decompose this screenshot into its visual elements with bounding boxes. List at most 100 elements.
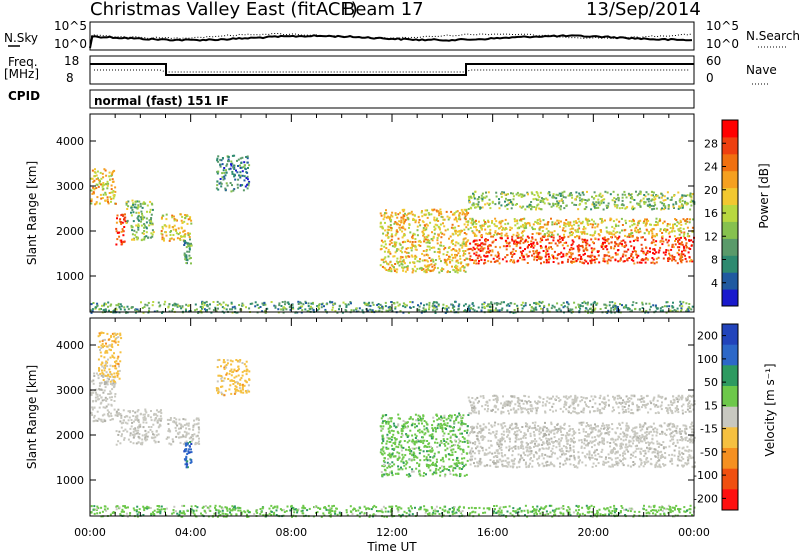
power-cell — [640, 243, 643, 246]
power-cell — [364, 303, 367, 306]
velocity-cell — [189, 441, 192, 443]
velocity-cell — [144, 417, 147, 420]
velocity-cell — [423, 459, 426, 462]
velocity-cell — [116, 370, 119, 373]
velocity-cell — [238, 387, 241, 390]
velocity-cell — [184, 436, 187, 439]
power-cell — [452, 306, 455, 309]
power-cell — [121, 221, 124, 224]
power-cell — [578, 235, 581, 238]
power-cell — [387, 255, 390, 258]
power-cell — [593, 309, 596, 312]
power-cell — [678, 246, 681, 249]
velocity-cell — [382, 420, 385, 423]
power-cell — [462, 254, 465, 257]
velocity-cell — [454, 433, 457, 436]
velocity-cell — [427, 465, 430, 467]
power-cell — [425, 259, 428, 262]
power-cell — [478, 230, 481, 232]
power-cell — [631, 232, 634, 234]
velocity-cell — [248, 390, 251, 393]
power-cell — [666, 223, 669, 225]
power-cell — [642, 197, 645, 200]
power-cell — [425, 303, 428, 306]
velocity-cell — [243, 369, 246, 372]
power-cell — [421, 267, 424, 270]
velocity-cell — [174, 426, 177, 429]
power-cell — [611, 233, 614, 236]
velocity-cell — [679, 428, 681, 430]
power-cell — [554, 242, 557, 245]
power-cell — [143, 230, 146, 232]
velocity-cell — [101, 371, 104, 374]
power-cell — [667, 207, 670, 210]
power-cell — [625, 306, 628, 309]
power-cell — [635, 253, 638, 256]
velocity-cell — [411, 438, 414, 441]
power-cell — [216, 184, 219, 187]
power-cell — [681, 305, 684, 308]
power-cell — [424, 214, 427, 217]
velocity-cell — [233, 376, 236, 379]
power-cell — [457, 225, 460, 227]
power-cell — [621, 196, 624, 199]
power-cell — [390, 229, 393, 232]
power-cell — [488, 303, 491, 306]
velocity-cell — [386, 440, 389, 443]
power-cell — [622, 239, 625, 242]
power-cell — [224, 174, 227, 177]
velocity-cell — [463, 464, 466, 467]
power-cell — [423, 229, 426, 232]
power-cell — [482, 243, 485, 246]
power-cell — [409, 261, 411, 264]
power-cell — [670, 198, 673, 201]
velocity-cell — [155, 429, 158, 432]
power-cell — [684, 238, 687, 241]
power-cell — [621, 243, 623, 246]
power-cell — [645, 222, 648, 225]
nsky-trace — [89, 34, 693, 49]
power-cell — [480, 226, 483, 229]
velocity-cell — [416, 462, 419, 465]
power-cell — [663, 203, 666, 205]
power-cell — [501, 258, 504, 261]
power-cell — [497, 302, 500, 305]
power-cell — [236, 186, 239, 189]
velocity-cell — [435, 458, 438, 461]
velocity-cell — [91, 414, 94, 416]
velocity-cell — [434, 430, 437, 433]
power-cell — [411, 246, 413, 249]
power-cell — [454, 266, 456, 268]
power-cell — [561, 191, 564, 194]
power-cell — [546, 309, 549, 312]
velocity-cell — [190, 440, 193, 443]
power-cell — [388, 226, 391, 229]
power-cell — [676, 262, 679, 265]
power-cell — [638, 192, 641, 195]
power-cell — [598, 204, 601, 207]
power-cell — [631, 250, 634, 253]
power-cell — [135, 310, 138, 313]
power-cell — [390, 233, 393, 236]
power-cell — [469, 195, 472, 198]
power-cell — [230, 164, 233, 167]
power-cell — [552, 194, 555, 197]
power-cell — [477, 306, 480, 309]
velocity-cell — [100, 396, 103, 399]
power-cell — [523, 194, 526, 197]
power-cell — [185, 255, 188, 258]
power-cell — [416, 267, 419, 270]
velocity-cell — [414, 413, 417, 416]
power-cell — [445, 305, 448, 307]
power-cell — [109, 196, 112, 199]
power-cell — [545, 248, 548, 251]
velocity-cell — [117, 440, 120, 443]
power-cell — [422, 268, 425, 271]
power-cell — [438, 248, 441, 251]
power-cell — [558, 307, 561, 310]
power-cell — [600, 246, 603, 249]
power-cell — [471, 249, 474, 252]
power-cell — [515, 220, 518, 222]
power-cell — [560, 236, 563, 239]
power-cell — [431, 209, 434, 212]
